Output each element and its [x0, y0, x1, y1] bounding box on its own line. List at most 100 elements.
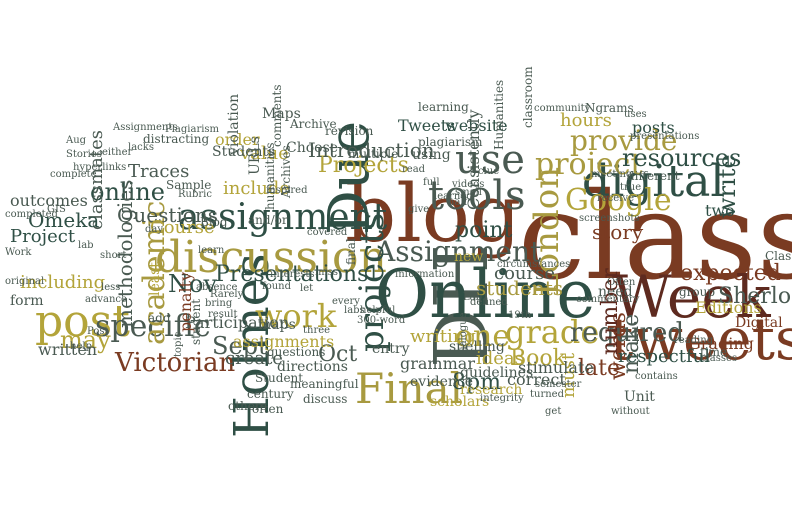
word-including: including — [20, 272, 106, 293]
word-defined: defined — [470, 297, 508, 308]
word-project: Project — [10, 226, 76, 247]
word-unit: Unit — [624, 389, 655, 405]
word-interests: interests — [270, 269, 315, 280]
word-semester: semester — [535, 379, 582, 390]
word-assignments: assignments — [233, 332, 335, 351]
word-8pm: 8pm — [452, 370, 501, 395]
word-distracting: distracting — [143, 132, 210, 146]
word-without: without — [611, 406, 650, 417]
word-late: late — [578, 356, 621, 381]
word-post: Post — [87, 326, 109, 337]
word-spelling: spelling — [449, 339, 505, 355]
word-projects: Projects — [318, 153, 409, 178]
word-either: either — [102, 147, 133, 158]
word-use: use — [455, 137, 525, 183]
word-meeting: meeting — [591, 169, 633, 180]
word-blog: blog — [345, 167, 522, 260]
word-true: true — [620, 182, 642, 193]
word-final: Final — [355, 364, 464, 413]
word-others: others — [228, 399, 267, 413]
word-maps: Maps — [262, 106, 301, 122]
word-humanities: Humanities — [492, 79, 506, 150]
word-labs: labs — [344, 305, 365, 316]
word-class: class — [518, 168, 792, 307]
word-directions: directions — [277, 359, 348, 375]
word-covered: covered — [307, 227, 348, 238]
word-outcomes: outcomes — [10, 191, 88, 210]
word-contains: contains — [635, 371, 678, 382]
word-comments: comments — [270, 84, 284, 147]
word-specific: specific — [95, 309, 211, 344]
word-information: information — [395, 269, 455, 280]
word-get: get — [545, 406, 562, 417]
word-short: short — [100, 250, 127, 261]
word-work: Work — [5, 247, 32, 258]
word-stories: Stories — [66, 149, 102, 160]
word-student: student — [189, 298, 203, 345]
word-respectful: respectful — [618, 346, 710, 367]
word-provide: provide — [570, 124, 678, 157]
word-lacks: lacks — [128, 142, 154, 153]
word-presentations: Presentations — [215, 262, 369, 287]
word-read: read — [402, 164, 426, 175]
word-may: may — [60, 326, 111, 354]
word-using: using — [412, 147, 451, 163]
word-blog: Blog — [200, 215, 228, 229]
word-aug: Aug — [66, 135, 87, 146]
word-tweets: tweets — [610, 305, 792, 373]
word-tools: tools — [428, 173, 526, 219]
word-discussion: discussion — [155, 232, 387, 283]
word-least: least — [147, 262, 163, 296]
word-presentations: presentations — [630, 131, 700, 142]
word-evidence: evidence — [410, 374, 474, 390]
word-scholars: scholars — [430, 394, 490, 410]
word-research: research — [460, 382, 523, 398]
word-omeka: Omeka — [28, 208, 100, 232]
word-lab: Lab — [463, 292, 483, 303]
word-gis: GIS — [47, 204, 66, 215]
word-required: required — [570, 318, 684, 348]
word-written: written — [38, 340, 98, 359]
word-grammar: grammar — [400, 354, 475, 373]
word-result: result — [208, 309, 238, 320]
word-miss: miss — [315, 267, 338, 278]
word-add: add — [148, 311, 171, 325]
word-different: different — [627, 169, 680, 183]
word-group: group — [679, 285, 716, 299]
word-entry: entry — [372, 341, 410, 357]
word-classroom: classroom — [521, 66, 535, 128]
word-clue: clue — [478, 166, 500, 177]
word-revision: revision — [325, 124, 374, 138]
word-online: online — [90, 178, 165, 206]
word-maps: maps — [258, 317, 296, 333]
word-rubric: Rubric — [178, 189, 212, 200]
word-students: students — [476, 276, 564, 300]
word-need: need — [598, 284, 633, 300]
word-work: work — [255, 297, 337, 335]
word-sept: Sept — [212, 332, 268, 360]
word-introduction: Introduction — [308, 138, 435, 162]
word-complete: complete — [50, 169, 97, 180]
word-discuss: discuss — [303, 392, 348, 406]
word-dialogue: dialogue — [458, 312, 469, 356]
word-inspired: inspired — [266, 185, 308, 196]
word-learning: learning — [418, 100, 469, 114]
word-time: time — [700, 345, 728, 359]
word-course: course — [494, 263, 556, 284]
word-form: form — [10, 293, 44, 309]
word-online: Online — [375, 256, 596, 333]
word-correct: correct — [507, 370, 566, 389]
word-participation: Participation — [185, 313, 290, 332]
word-sample: Sample — [166, 178, 212, 192]
word-advance: advance — [85, 294, 127, 305]
word-and-or: and/or — [248, 213, 288, 227]
word-student: Student — [255, 371, 304, 385]
word-absence: absence — [196, 282, 238, 293]
word-point: point — [455, 218, 513, 243]
word-resources: resources — [622, 144, 742, 172]
word-plagiarism: Plagiarism — [165, 124, 220, 135]
word-19th: 19th — [508, 310, 532, 321]
word-full: full — [423, 177, 440, 188]
word-meaningful: meaningful — [290, 377, 359, 391]
